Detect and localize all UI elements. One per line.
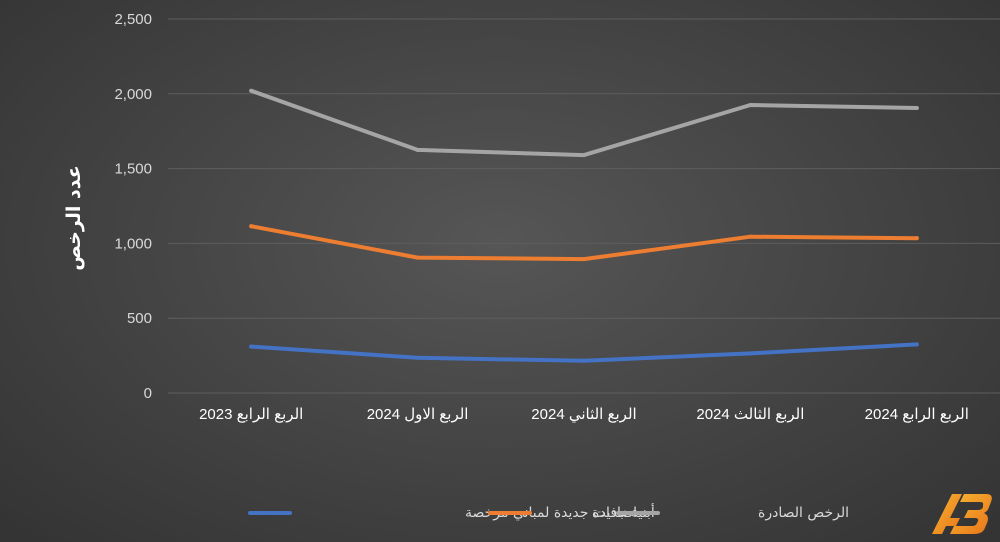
y-tick-label: 2,500 — [114, 11, 152, 28]
legend-label: اضافات جديدة لمباني مرخصة — [465, 505, 637, 521]
legend-item: اضافات جديدة لمباني مرخصة — [248, 505, 637, 521]
legend-label: الرخص الصادرة — [758, 505, 849, 521]
series-line — [249, 342, 919, 363]
gridlines — [168, 18, 1000, 394]
x-tick-label: الربع الرابع 2023 — [199, 406, 303, 423]
y-tick-label: 1,500 — [114, 161, 152, 178]
data-point — [748, 103, 753, 108]
y-tick-label: 0 — [144, 385, 152, 402]
series-line — [249, 88, 919, 158]
x-tick-label: الربع الثالث 2024 — [696, 406, 804, 423]
data-point — [415, 255, 420, 260]
x-tick-label: الربع الثاني 2024 — [531, 406, 636, 424]
y-tick-label: 1,000 — [114, 235, 152, 252]
series-lines — [249, 88, 919, 363]
data-point — [415, 147, 420, 152]
data-point — [249, 344, 254, 349]
data-point — [914, 106, 919, 111]
y-tick-label: 2,000 — [114, 86, 152, 103]
y-axis-ticks: 0 500 1,000 1,500 2,000 2,500 — [114, 11, 152, 402]
data-point — [249, 88, 254, 93]
legend: اضافات جديدة لمباني مرخصةأبنية جديدةالرخ… — [248, 503, 849, 521]
data-point — [914, 342, 919, 347]
logo-icon — [932, 494, 992, 534]
y-tick-label: 500 — [127, 310, 152, 327]
data-point — [582, 257, 586, 262]
data-point — [249, 224, 254, 229]
data-point — [415, 355, 420, 360]
series-line — [249, 224, 919, 262]
data-point — [748, 351, 753, 356]
data-point — [582, 358, 586, 363]
legend-item: الرخص الصادرة — [616, 505, 849, 521]
data-point — [914, 236, 919, 241]
x-tick-label: الربع الاول 2024 — [367, 406, 469, 423]
data-point — [748, 234, 753, 239]
y-axis-label: عدد الرخص — [63, 165, 85, 270]
x-tick-label: الربع الرابع 2024 — [865, 406, 969, 423]
x-axis-ticks: الربع الرابع 2023 الربع الاول 2024 الربع ا… — [199, 406, 969, 424]
data-point — [582, 153, 586, 158]
